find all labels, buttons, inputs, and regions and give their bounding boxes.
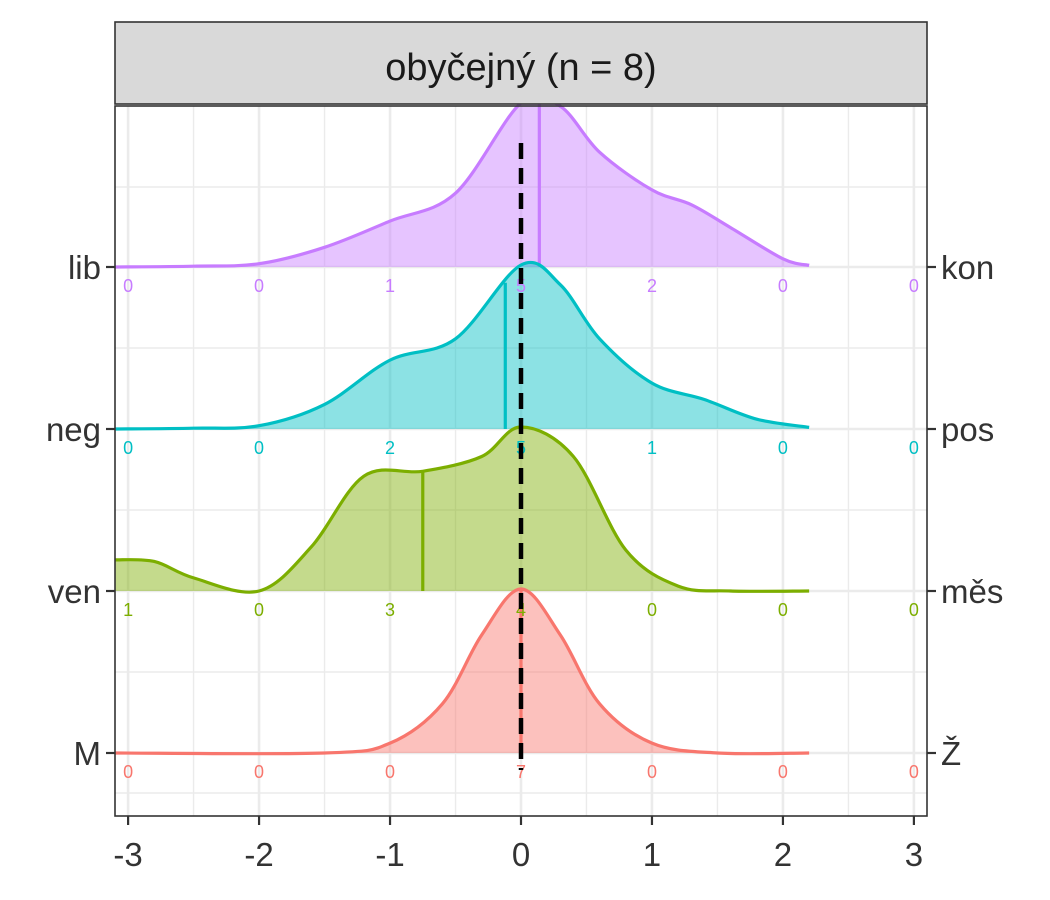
ridge-fill-neg (115, 262, 810, 429)
count-labels: 0015200002510010340000007000 (123, 276, 919, 782)
ridge-line-ven (114, 425, 810, 594)
count-label: 0 (647, 600, 657, 620)
ridge-fill-lib (115, 95, 810, 268)
x-tick-label: -1 (375, 836, 404, 873)
count-label: 0 (254, 438, 264, 458)
count-label: 0 (909, 276, 919, 296)
count-label: 0 (778, 600, 788, 620)
y-label-left: lib (68, 249, 101, 286)
y-label-left: M (74, 735, 102, 772)
y-label-left: ven (48, 573, 101, 610)
ridge-line-M (114, 587, 810, 756)
y-label-right: Ž (941, 735, 961, 772)
x-tick-label: 1 (643, 836, 661, 873)
x-tick-label: 2 (774, 836, 792, 873)
count-label: 5 (516, 276, 526, 296)
count-label: 4 (516, 600, 526, 620)
ridge-fill-M (115, 589, 810, 754)
y-label-right: pos (941, 411, 994, 448)
ridge-ven (114, 425, 810, 594)
x-tick-label: 0 (512, 836, 530, 873)
x-tick-label: -2 (244, 836, 273, 873)
count-label: 0 (909, 762, 919, 782)
y-label-left: neg (46, 411, 101, 448)
count-label: 0 (909, 600, 919, 620)
count-label: 2 (385, 438, 395, 458)
count-label: 0 (909, 438, 919, 458)
count-label: 0 (778, 276, 788, 296)
count-label: 0 (385, 762, 395, 782)
strip-background (114, 21, 928, 105)
chart-title: obyčejný (n = 8) (385, 47, 656, 89)
y-label-right: kon (941, 249, 994, 286)
x-tick-label: 3 (905, 836, 923, 873)
count-label: 0 (778, 438, 788, 458)
count-label: 0 (254, 762, 264, 782)
x-tick-label: -3 (113, 836, 142, 873)
ridges (114, 93, 810, 756)
count-label: 0 (778, 762, 788, 782)
count-label: 1 (647, 438, 657, 458)
count-label: 2 (647, 276, 657, 296)
count-label: 3 (385, 600, 395, 620)
count-label: 0 (254, 276, 264, 296)
count-label: 0 (123, 438, 133, 458)
ridge-fill-ven (115, 427, 810, 593)
ridge-line-neg (114, 260, 810, 431)
count-label: 0 (254, 600, 264, 620)
count-label: 1 (385, 276, 395, 296)
count-label: 1 (123, 600, 133, 620)
count-label: 0 (647, 762, 657, 782)
ridge-neg (114, 260, 810, 431)
count-label: 0 (123, 276, 133, 296)
count-label: 7 (516, 762, 526, 782)
count-label: 0 (123, 762, 133, 782)
axes: lib kon neg pos ven měs M Ž -3 -2 -1 0 1 2 3 (46, 249, 1003, 873)
y-label-right: měs (941, 573, 1003, 610)
